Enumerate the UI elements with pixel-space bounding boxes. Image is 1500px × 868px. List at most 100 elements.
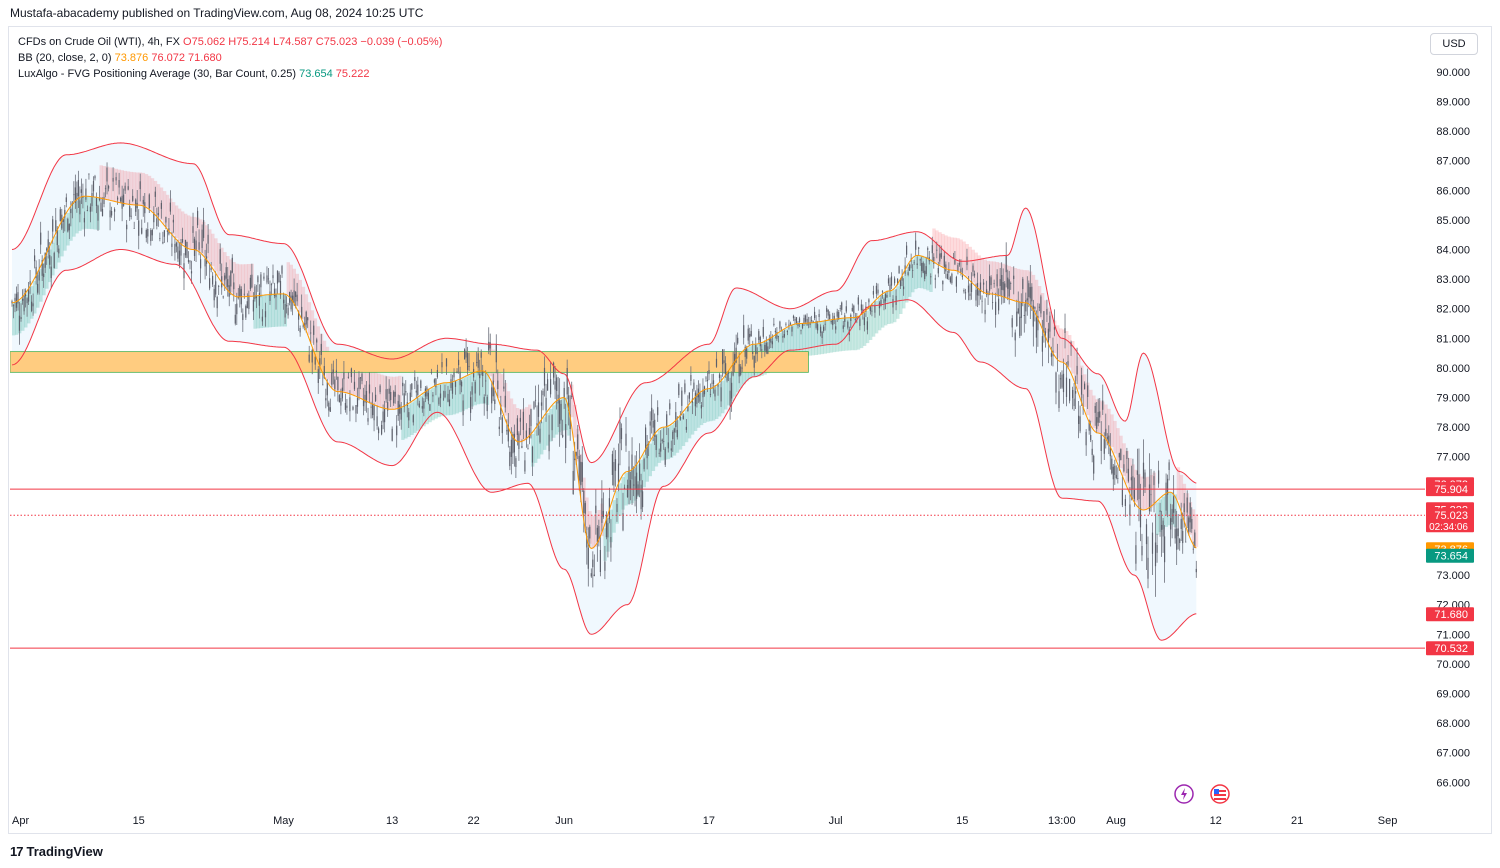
candle-body [887, 278, 890, 284]
candle-body [984, 309, 986, 315]
candle-body [1121, 489, 1123, 506]
candle-body [845, 306, 847, 312]
candle-body [580, 461, 582, 485]
fvg-row[interactable]: LuxAlgo - FVG Positioning Average (30, B… [18, 66, 442, 82]
candle-body [192, 226, 194, 233]
fvg-bull-segment [706, 389, 710, 422]
candle-body [522, 411, 524, 430]
candle-body [1025, 300, 1027, 312]
candle-body [435, 378, 437, 388]
candle-body [279, 280, 282, 296]
candle-body [391, 428, 393, 441]
candle-body [375, 394, 377, 402]
flag-stripe-icon [1214, 798, 1226, 800]
candle-body [272, 275, 274, 279]
candle-body [798, 318, 801, 323]
candle-body [714, 389, 716, 397]
candle-body [359, 377, 362, 379]
candle-body [79, 200, 81, 215]
candle-body [344, 403, 346, 410]
candle-body [150, 230, 152, 242]
candle-body [996, 274, 998, 287]
candle-body [975, 289, 977, 301]
candle-body [970, 281, 973, 292]
candle-body [871, 310, 873, 312]
candle-body [257, 276, 259, 283]
tradingview-brand[interactable]: 17 TradingView [10, 844, 103, 859]
candle-body [1180, 518, 1182, 529]
candle-body [804, 315, 807, 322]
fvg-bear-segment [193, 216, 197, 250]
fvg-bull-segment [452, 381, 456, 415]
candle-body [378, 428, 380, 434]
candle-body [385, 389, 387, 400]
candle-body [1139, 507, 1142, 528]
candle-body [1109, 447, 1111, 457]
candle-body [545, 397, 547, 411]
candle-body [418, 403, 420, 407]
fvg-bear-segment [1019, 269, 1024, 303]
candle-body [783, 334, 785, 337]
candle-body [1022, 278, 1024, 290]
candle-body [198, 242, 200, 250]
candle-body [610, 537, 612, 548]
candle-body [1135, 545, 1137, 564]
candle-body [993, 283, 995, 284]
candle-body [301, 306, 303, 319]
fvg-bear-segment [205, 225, 209, 258]
fvg-bull-segment [467, 375, 471, 408]
fvg-bull-segment [434, 386, 438, 419]
candle-body [1040, 296, 1042, 314]
candle-body [1117, 478, 1119, 479]
candle-body [464, 349, 466, 360]
fvg-bear-segment [377, 373, 381, 407]
candle-body [539, 428, 541, 443]
symbol-row[interactable]: CFDs on Crude Oil (WTI), 4h, FX O75.062 … [18, 34, 442, 50]
candle-body [189, 261, 191, 263]
candle-body [203, 220, 205, 238]
candle-body [254, 286, 256, 300]
candle-body [676, 429, 678, 438]
fvg-bear-segment [398, 375, 402, 409]
bb-row[interactable]: BB (20, close, 2, 0) 73.876 76.072 71.68… [18, 50, 442, 66]
candle-body [1065, 377, 1068, 397]
fvg-bear-segment [983, 259, 987, 293]
candle-body [420, 380, 422, 388]
candle-body [239, 286, 241, 297]
candle-body [761, 349, 763, 351]
candle-body [479, 374, 481, 379]
candle-body [411, 383, 413, 390]
candle-body [734, 353, 736, 365]
fvg-bear-segment [141, 172, 146, 206]
candle-body [31, 301, 33, 311]
candle-body [880, 299, 882, 306]
fvg-bear-segment [1037, 286, 1042, 319]
candle-body [117, 197, 119, 200]
candle-body [1069, 378, 1071, 401]
fvg-bear-segment [371, 370, 375, 404]
price-tag [1426, 508, 1474, 533]
y-axis-tick-label: 77.000 [1436, 452, 1470, 464]
fvg-bear-segment [1068, 335, 1072, 368]
candle-body [361, 373, 363, 382]
fvg-bull-segment [850, 317, 855, 351]
candle-body [792, 315, 795, 319]
candle-body [894, 278, 896, 284]
candle-body [587, 547, 589, 569]
fvg-bear-segment [1128, 458, 1132, 491]
candle-body [313, 325, 315, 335]
y-axis-tick-label: 69.000 [1436, 689, 1470, 701]
candle-body [1136, 470, 1138, 475]
candle-body [897, 278, 899, 286]
fvg-bear-segment [199, 219, 203, 252]
candle-body [1108, 435, 1110, 445]
candle-body [260, 274, 262, 288]
candle-body [172, 219, 174, 223]
candle-body [500, 404, 502, 415]
candle-body [317, 369, 319, 383]
currency-button[interactable]: USD [1430, 33, 1478, 55]
candle-body [1067, 361, 1069, 366]
candle-body [160, 203, 162, 209]
fvg-bear-segment [974, 252, 978, 286]
